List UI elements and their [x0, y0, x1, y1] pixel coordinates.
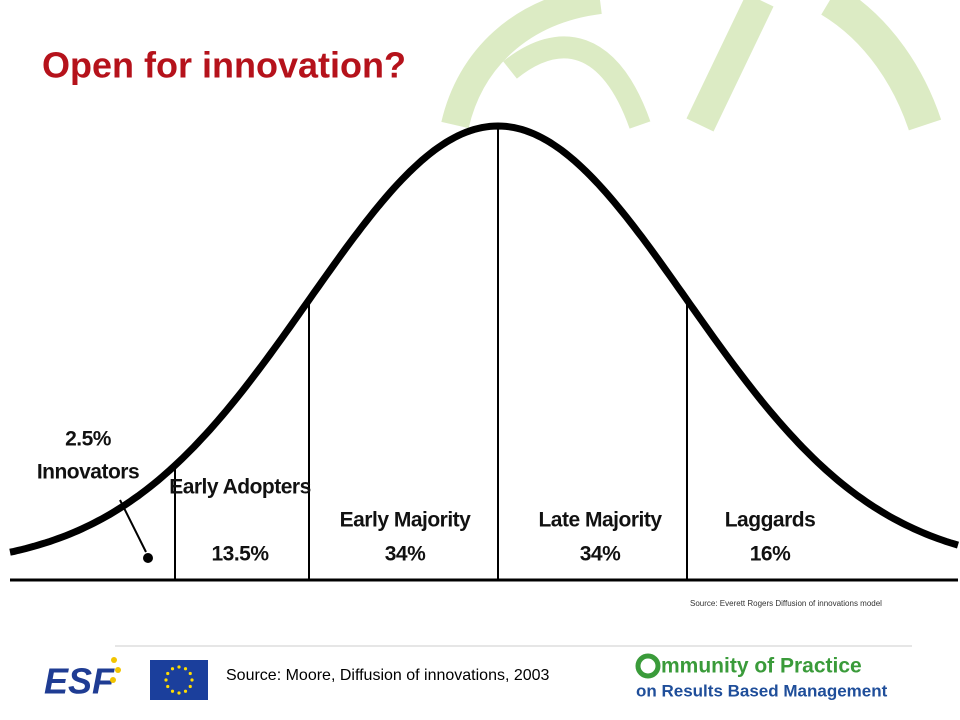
star: [177, 691, 181, 695]
deco-arc: [820, 0, 942, 131]
star: [188, 671, 192, 676]
cop-logo-line1: mmunity of Practice: [661, 655, 862, 678]
deco-arc: [441, 0, 603, 129]
star: [115, 667, 121, 673]
star: [183, 689, 188, 693]
eu-stars: [164, 665, 194, 695]
segment-name: Innovators: [37, 461, 139, 484]
star: [166, 684, 170, 689]
star: [111, 657, 117, 663]
cop-icon: [635, 653, 661, 679]
star: [164, 678, 168, 682]
star: [166, 671, 170, 676]
deco-arc: [503, 36, 651, 129]
segment-share: 34%: [580, 543, 621, 566]
star: [190, 678, 194, 682]
star: [183, 667, 188, 671]
segment-share: 34%: [385, 543, 426, 566]
star: [177, 665, 181, 669]
esf-stars: [110, 657, 121, 683]
star: [188, 684, 192, 689]
segment-share: 13.5%: [211, 543, 269, 566]
segment-share: 16%: [750, 543, 791, 566]
esf-logo: ESF: [44, 661, 115, 702]
star: [110, 677, 116, 683]
curve-line: [9, 122, 960, 556]
slide-title: Open for innovation?: [42, 45, 406, 86]
segment-name: Laggards: [725, 509, 816, 532]
segment-name: Early Adopters: [169, 476, 311, 499]
cop-logo-line2: on Results Based Management: [636, 681, 888, 700]
deco-arc: [686, 0, 774, 132]
pointer: [119, 499, 147, 553]
segment-name: Late Majority: [538, 509, 662, 532]
decoration: [441, 0, 942, 132]
star: [170, 689, 175, 693]
star: [170, 667, 175, 671]
pointer-dot: [143, 553, 153, 563]
footer-source: Source: Moore, Diffusion of innovations,…: [226, 667, 550, 684]
figure-source: Source: Everett Rogers Diffusion of inno…: [690, 599, 882, 608]
bell-curve: [9, 122, 960, 580]
segment-share: 2.5%: [65, 428, 112, 451]
segment-name: Early Majority: [340, 509, 472, 532]
